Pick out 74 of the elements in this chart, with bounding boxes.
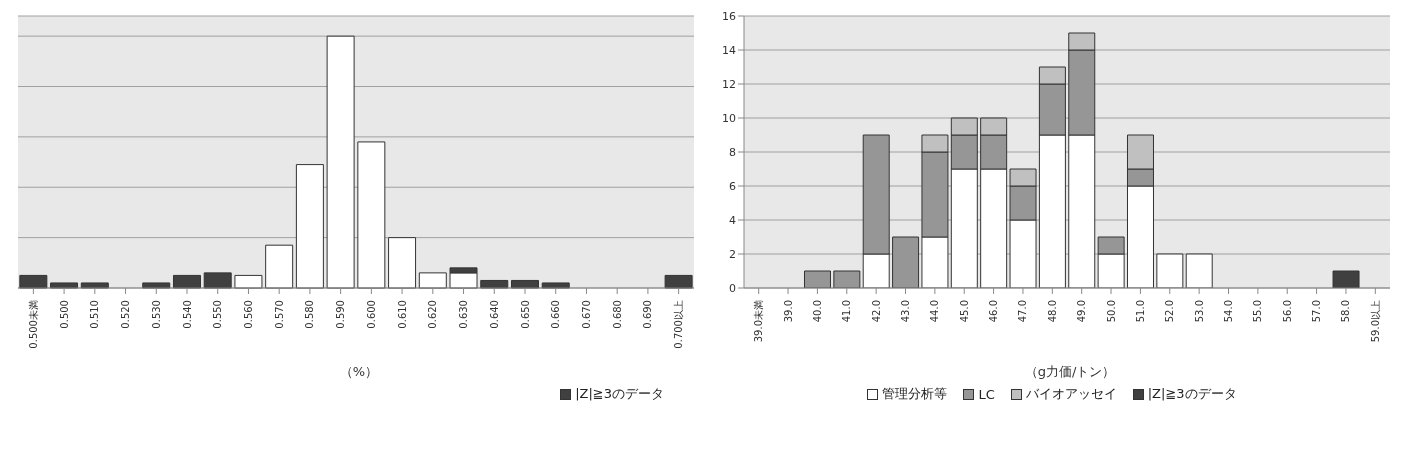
x-tick-label: 39.0未満	[753, 300, 765, 343]
x-tick-label: 55.0	[1252, 300, 1264, 323]
legend-label: |Z|≧3のデータ	[1147, 385, 1237, 403]
x-tick-label: 0.500未満	[27, 300, 39, 349]
x-axis-title: （%）	[338, 364, 380, 379]
bar	[833, 270, 861, 288]
bar	[1156, 253, 1184, 288]
x-tick-label: 54.0	[1223, 300, 1234, 323]
bar	[265, 244, 294, 289]
y-tick-label: 12	[722, 77, 736, 91]
x-tick-label: 51.0	[1134, 300, 1146, 323]
x-tick-label: 49.0	[1076, 300, 1088, 323]
y-tick-label: 4	[729, 213, 736, 227]
x-tick-label: 40.0	[811, 300, 823, 323]
x-tick-label: 42.0	[870, 300, 882, 323]
bar	[295, 164, 324, 289]
x-tick-label: 53.0	[1193, 300, 1205, 323]
x-axis-title: （g力価/トン）	[1023, 364, 1117, 379]
bar	[234, 274, 263, 289]
x-tick-label: 52.0	[1164, 300, 1176, 323]
x-tick-label: 44.0	[929, 300, 941, 323]
x-tick-label: 0.600	[365, 300, 377, 329]
x-tick-label: 0.540	[181, 300, 193, 329]
bar	[1185, 253, 1213, 288]
bar	[1332, 270, 1360, 288]
x-tick-label: 47.0	[1017, 300, 1029, 323]
bar	[357, 141, 386, 289]
legend-label: 管理分析等	[882, 385, 948, 403]
bar	[203, 272, 232, 289]
x-tick-label: 43.0	[900, 300, 911, 323]
x-tick-label: 0.530	[150, 300, 162, 329]
bar	[418, 272, 447, 289]
x-tick-label: 58.0	[1340, 300, 1352, 323]
x-tick-label: 0.640	[488, 300, 500, 329]
y-tick-label: 10	[722, 111, 736, 125]
x-tick-label: 0.680	[611, 300, 623, 329]
x-tick-label: 48.0	[1046, 300, 1058, 323]
bar	[326, 35, 355, 289]
y-tick-label: 16	[722, 9, 736, 23]
x-tick-label: 0.510	[89, 300, 101, 329]
bar	[664, 274, 693, 289]
legend-label: LC	[978, 386, 995, 402]
x-tick-label: 46.0	[988, 300, 1000, 323]
x-tick-label: 0.610	[396, 300, 408, 329]
y-tick-label: 2	[729, 247, 736, 261]
x-tick-label: 0.660	[550, 300, 562, 329]
y-tick-label: 14	[722, 43, 736, 57]
x-tick-label: 0.630	[458, 300, 470, 329]
legend-label: バイオアッセイ	[1025, 385, 1117, 403]
x-tick-label: 57.0	[1311, 300, 1323, 323]
x-tick-label: 0.580	[304, 300, 316, 329]
x-tick-label: 0.650	[519, 300, 531, 329]
x-tick-label: 50.0	[1105, 300, 1117, 323]
x-tick-label: 39.0	[782, 300, 794, 323]
x-tick-label: 0.550	[212, 300, 224, 329]
x-tick-label: 0.690	[642, 300, 654, 329]
x-tick-label: 0.560	[242, 300, 254, 329]
y-tick-label: 8	[729, 145, 736, 159]
bar	[803, 270, 831, 288]
x-tick-label: 0.520	[120, 300, 132, 329]
x-tick-label: 41.0	[841, 300, 853, 323]
y-tick-label: 6	[729, 179, 736, 193]
x-tick-label: 0.670	[580, 300, 592, 329]
x-tick-label: 45.0	[958, 300, 970, 323]
x-tick-label: 0.700以上	[673, 300, 685, 349]
x-tick-label: 56.0	[1281, 300, 1293, 323]
y-tick-label: 0	[729, 281, 736, 295]
x-tick-label: 0.620	[427, 300, 439, 329]
x-tick-label: 0.590	[335, 300, 347, 329]
x-tick-label: 0.570	[273, 300, 285, 329]
x-tick-label: 59.0以上	[1369, 300, 1381, 343]
legend-label: |Z|≧3のデータ	[575, 385, 664, 403]
bar	[388, 237, 417, 289]
x-tick-label: 0.500	[58, 300, 70, 329]
